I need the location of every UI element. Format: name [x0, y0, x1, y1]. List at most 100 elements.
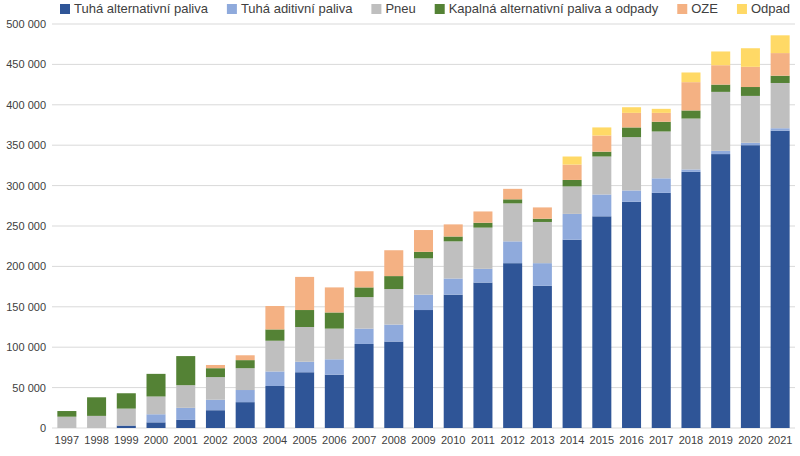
bar-segment — [206, 368, 225, 377]
x-tick-label: 2007 — [352, 434, 376, 446]
bar-segment — [236, 355, 255, 360]
bar-segment — [414, 310, 433, 428]
bar-segment — [265, 305, 284, 306]
bar-segment — [741, 67, 760, 87]
grid — [52, 24, 795, 428]
bar-segment — [622, 127, 641, 137]
legend-swatch — [371, 4, 381, 14]
bar-segment — [592, 136, 611, 152]
legend-swatch — [227, 4, 237, 14]
bar-segment — [325, 359, 344, 374]
bar-segment — [414, 295, 433, 310]
bar-segment — [503, 189, 522, 200]
bar-segment — [622, 137, 641, 190]
y-tick-label: 300 000 — [6, 180, 46, 192]
bar-segment — [295, 276, 314, 277]
bar-segment — [503, 263, 522, 428]
bar-segment — [265, 386, 284, 428]
bar-segment — [503, 188, 522, 189]
bar-segment — [57, 417, 76, 428]
y-tick-label: 200 000 — [6, 260, 46, 272]
bar-segment — [711, 154, 730, 428]
bar-segment — [206, 410, 225, 428]
bar-segment — [355, 271, 374, 287]
bar-segment — [147, 396, 166, 414]
bar-segment — [236, 360, 255, 368]
y-tick-label: 100 000 — [6, 341, 46, 353]
bar-segment — [711, 51, 730, 65]
bar-segment — [147, 373, 166, 374]
bar-segment — [711, 151, 730, 154]
y-tick-label: 500 000 — [6, 18, 46, 30]
legend-label: OZE — [691, 1, 718, 16]
bar-segment — [652, 193, 671, 428]
bar-segment — [236, 390, 255, 402]
bar-segment — [592, 157, 611, 195]
bar-segment — [444, 279, 463, 295]
bar-segment — [384, 276, 403, 289]
bar-segment — [87, 397, 106, 398]
bar-segment — [563, 214, 582, 240]
x-tick-label: 2004 — [263, 434, 287, 446]
bar-segment — [355, 287, 374, 297]
y-tick-label: 150 000 — [6, 301, 46, 313]
bar-segment — [147, 414, 166, 422]
x-tick-label: 2016 — [619, 434, 643, 446]
bar-segment — [741, 145, 760, 428]
y-tick-label: 450 000 — [6, 58, 46, 70]
x-tick-label: 2011 — [471, 434, 495, 446]
legend-label: Tuhá aditivní paliva — [241, 1, 353, 16]
bar-segment — [652, 178, 671, 193]
grid-line — [52, 64, 795, 65]
bar-segment — [117, 409, 136, 426]
bar-segment — [206, 365, 225, 368]
bar-segment — [87, 397, 106, 416]
x-tick-label: 2002 — [203, 434, 227, 446]
x-tick-label: 2003 — [233, 434, 257, 446]
bar-segment — [652, 109, 671, 113]
x-tick-label: 2008 — [382, 434, 406, 446]
bar-segment — [652, 113, 671, 122]
bar-segment — [57, 411, 76, 417]
bar-segment — [681, 110, 700, 118]
bar-segment — [592, 152, 611, 157]
x-tick-label: 2018 — [679, 434, 703, 446]
bar-segment — [265, 341, 284, 372]
bar-segment — [176, 385, 195, 408]
x-tick-label: 2014 — [560, 434, 584, 446]
bar-segment — [771, 53, 790, 76]
x-tick-label: 2000 — [144, 434, 168, 446]
bar-segment — [444, 241, 463, 278]
bar-segment — [563, 157, 582, 165]
x-tick-label: 2009 — [411, 434, 435, 446]
bar-segment — [176, 356, 195, 357]
bar-segment — [473, 211, 492, 222]
legend-label: Kapalná alternativní paliva a odpady — [449, 1, 659, 16]
bar-segment — [741, 48, 760, 67]
bar-segment — [503, 199, 522, 203]
bar-segment — [414, 230, 433, 231]
legend-label: Tuhá alternativní paliva — [74, 1, 209, 16]
bar-segment — [355, 344, 374, 428]
bar-segment — [176, 356, 195, 357]
bar-segment — [592, 216, 611, 428]
bar-segment — [711, 92, 730, 151]
bar-segment — [681, 72, 700, 82]
bar-segment — [176, 420, 195, 428]
bar-segment — [265, 306, 284, 329]
x-tick-label: 2021 — [768, 434, 792, 446]
bar-segment — [533, 222, 552, 263]
x-tick-label: 2017 — [649, 434, 673, 446]
bar-segment — [295, 362, 314, 373]
bar-segment — [473, 211, 492, 212]
legend-swatch — [435, 4, 445, 14]
bar-segment — [473, 283, 492, 428]
bar-segment — [444, 224, 463, 236]
bar-segment — [147, 422, 166, 428]
bar-segment — [681, 169, 700, 171]
bar-segment — [503, 203, 522, 241]
x-tick-label: 2010 — [441, 434, 465, 446]
bar-segment — [622, 113, 641, 128]
bar-segment — [592, 194, 611, 216]
bar-segment — [384, 250, 403, 251]
